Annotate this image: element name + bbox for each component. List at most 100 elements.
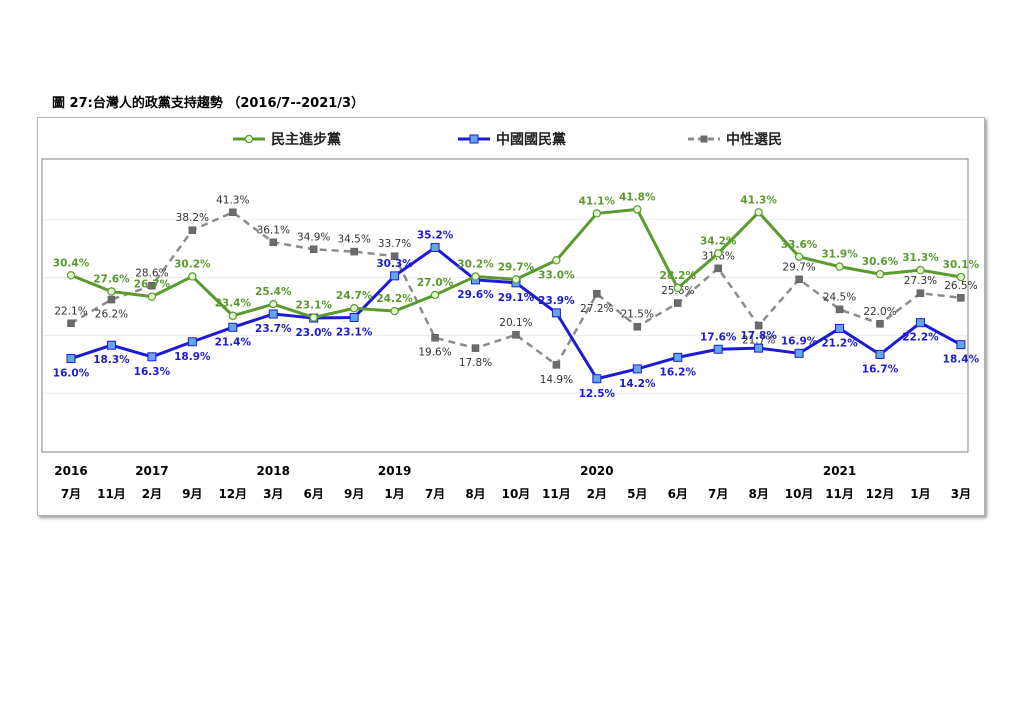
data-label: 17.6% (700, 331, 737, 343)
data-label: 27.6% (93, 273, 130, 285)
data-label: 27.3% (904, 275, 937, 287)
data-point (713, 344, 723, 354)
x-axis: 7月 11月 2月 9月 12月 3月 6月 9月 1月 7月 8月 10月 11月 2月 5月 6月 7月 8月… (54, 464, 971, 501)
data-label: 17.8% (459, 357, 492, 369)
data-point (66, 271, 76, 280)
data-label: 25.4% (255, 286, 292, 298)
x-tick-label: 9月 (344, 487, 364, 501)
data-label: 36.1% (257, 224, 290, 236)
data-label: 26.2% (95, 309, 128, 321)
data-point (471, 272, 480, 281)
data-point (673, 352, 683, 362)
x-tick-label: 10月 (502, 487, 531, 501)
data-label: 30.2% (174, 258, 211, 270)
data-label: 30.3% (376, 258, 413, 270)
data-label: 22.0% (863, 306, 896, 318)
data-point (269, 299, 278, 309)
data-point (875, 269, 885, 279)
data-label: 30.1% (943, 259, 980, 271)
data-label: 21.7% (742, 335, 775, 347)
data-label: 29.6% (457, 289, 494, 301)
data-point (430, 243, 440, 253)
legend-label: 中國國民黨 (496, 131, 566, 148)
data-point (309, 313, 318, 322)
data-label: 34.5% (337, 234, 370, 246)
page-title: 圖 27:台灣人的政黨支持趨勢 （2016/7--2021/3） (52, 96, 365, 111)
series-dpp: 30.4%27.6% 26.7%30.2%23.4%25.4%23.1%24.7%… (53, 191, 980, 322)
x-tick-label: 11月 (542, 487, 571, 501)
data-label: 28.2% (660, 270, 697, 282)
data-label: 22.1% (54, 305, 87, 317)
data-label: 22.2% (902, 332, 939, 344)
data-label: 12.5% (579, 388, 616, 400)
data-label: 27.0% (417, 277, 454, 289)
data-point (754, 321, 763, 330)
data-label: 26.5% (944, 280, 977, 292)
data-label: 24.5% (823, 291, 856, 303)
data-point (674, 299, 682, 307)
data-point (835, 305, 844, 314)
data-point (67, 319, 75, 328)
data-label: 16.9% (781, 335, 818, 347)
data-point (633, 322, 642, 331)
data-point (633, 205, 642, 214)
data-label: 34.2% (700, 235, 737, 247)
data-point (754, 208, 763, 217)
data-point (471, 344, 480, 352)
data-label: 29.7% (498, 261, 535, 273)
data-point (107, 287, 116, 296)
data-label: 14.9% (540, 374, 573, 386)
data-point (875, 349, 885, 359)
data-label: 26.7% (134, 279, 171, 291)
data-label: 24.7% (336, 290, 373, 302)
legend-label: 民主進步黨 (271, 131, 341, 148)
data-label: 23.4% (215, 298, 252, 310)
data-point (431, 333, 439, 342)
data-point (269, 238, 277, 247)
x-tick-label: 11月 (97, 487, 126, 501)
series-layer: 22.1% 26.2% 28.6% 38.2% 41.3% 36.1% 34.9% 34.5%… (53, 191, 980, 399)
data-label: 35.2% (417, 230, 454, 242)
x-tick-label: 9月 (182, 487, 202, 501)
data-point (632, 364, 642, 374)
data-label: 33.7% (378, 238, 411, 250)
x-tick-label: 3月 (263, 487, 283, 501)
data-label: 18.3% (93, 354, 130, 366)
data-point (876, 320, 884, 328)
data-point (148, 281, 156, 290)
data-point (916, 289, 925, 297)
data-label: 23.1% (336, 326, 373, 338)
data-point (957, 294, 965, 302)
x-tick-label: 11月 (825, 487, 854, 501)
x-tick-label: 8月 (748, 487, 768, 501)
x-tick-label: 1月 (384, 487, 404, 501)
data-label: 27.2% (580, 303, 613, 315)
data-label: 41.3% (216, 194, 249, 206)
data-point (592, 209, 602, 218)
data-point (229, 208, 237, 217)
data-point (552, 256, 561, 265)
data-label: 23.1% (295, 299, 332, 311)
data-point (511, 275, 521, 284)
data-point (349, 312, 359, 322)
data-label: 31.3% (902, 252, 939, 264)
data-point (795, 275, 803, 284)
data-label: 18.4% (943, 354, 980, 366)
data-point (754, 343, 764, 353)
legend-item-kmt: 中國國民黨 (458, 131, 566, 148)
data-point (390, 306, 399, 316)
x-year-label: 2016 (54, 464, 87, 478)
x-tick-label: 2月 (587, 487, 607, 501)
data-label: 23.9% (538, 295, 575, 307)
data-label: 21.4% (215, 336, 252, 348)
chart-frame: 民主進步黨 中國國民黨 中性選民 22.1% 26.2% 28.6% 38.2% 41.3%… (37, 117, 985, 516)
data-label: 23.7% (255, 323, 292, 335)
data-label: 34.9% (297, 231, 330, 243)
x-tick-label: 7月 (425, 487, 445, 501)
data-point (350, 247, 358, 256)
data-point (915, 318, 925, 328)
data-point (552, 361, 561, 369)
data-label: 33.6% (781, 239, 818, 251)
data-label: 16.3% (134, 366, 171, 378)
data-point (794, 348, 804, 358)
